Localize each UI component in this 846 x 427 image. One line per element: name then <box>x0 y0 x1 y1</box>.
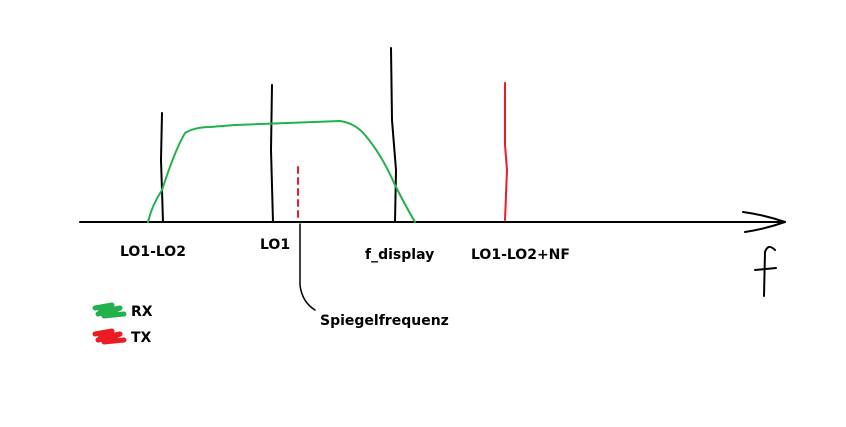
tx-line <box>504 82 508 221</box>
rx-passband <box>147 120 416 223</box>
legend-swatch <box>92 328 127 345</box>
f-display-line <box>390 47 397 223</box>
axis-arrowhead <box>742 211 786 233</box>
lo1-lo2-line <box>160 112 164 223</box>
axis-label-glyph <box>754 246 777 297</box>
annotation: Spiegelfrequenz <box>320 313 449 329</box>
frequency-label: LO1-LO2 <box>120 244 186 260</box>
lo1-line <box>270 84 274 223</box>
axis-label: f <box>800 267 807 283</box>
frequency-label: LO1 <box>260 237 290 253</box>
frequency-label: LO1-LO2+NF <box>471 247 570 263</box>
legend-label: RX <box>131 304 153 320</box>
legend-swatch <box>92 302 127 319</box>
annotation-pointer <box>299 223 316 311</box>
frequency-label: f_display <box>365 247 434 263</box>
legend-label: TX <box>131 330 152 346</box>
